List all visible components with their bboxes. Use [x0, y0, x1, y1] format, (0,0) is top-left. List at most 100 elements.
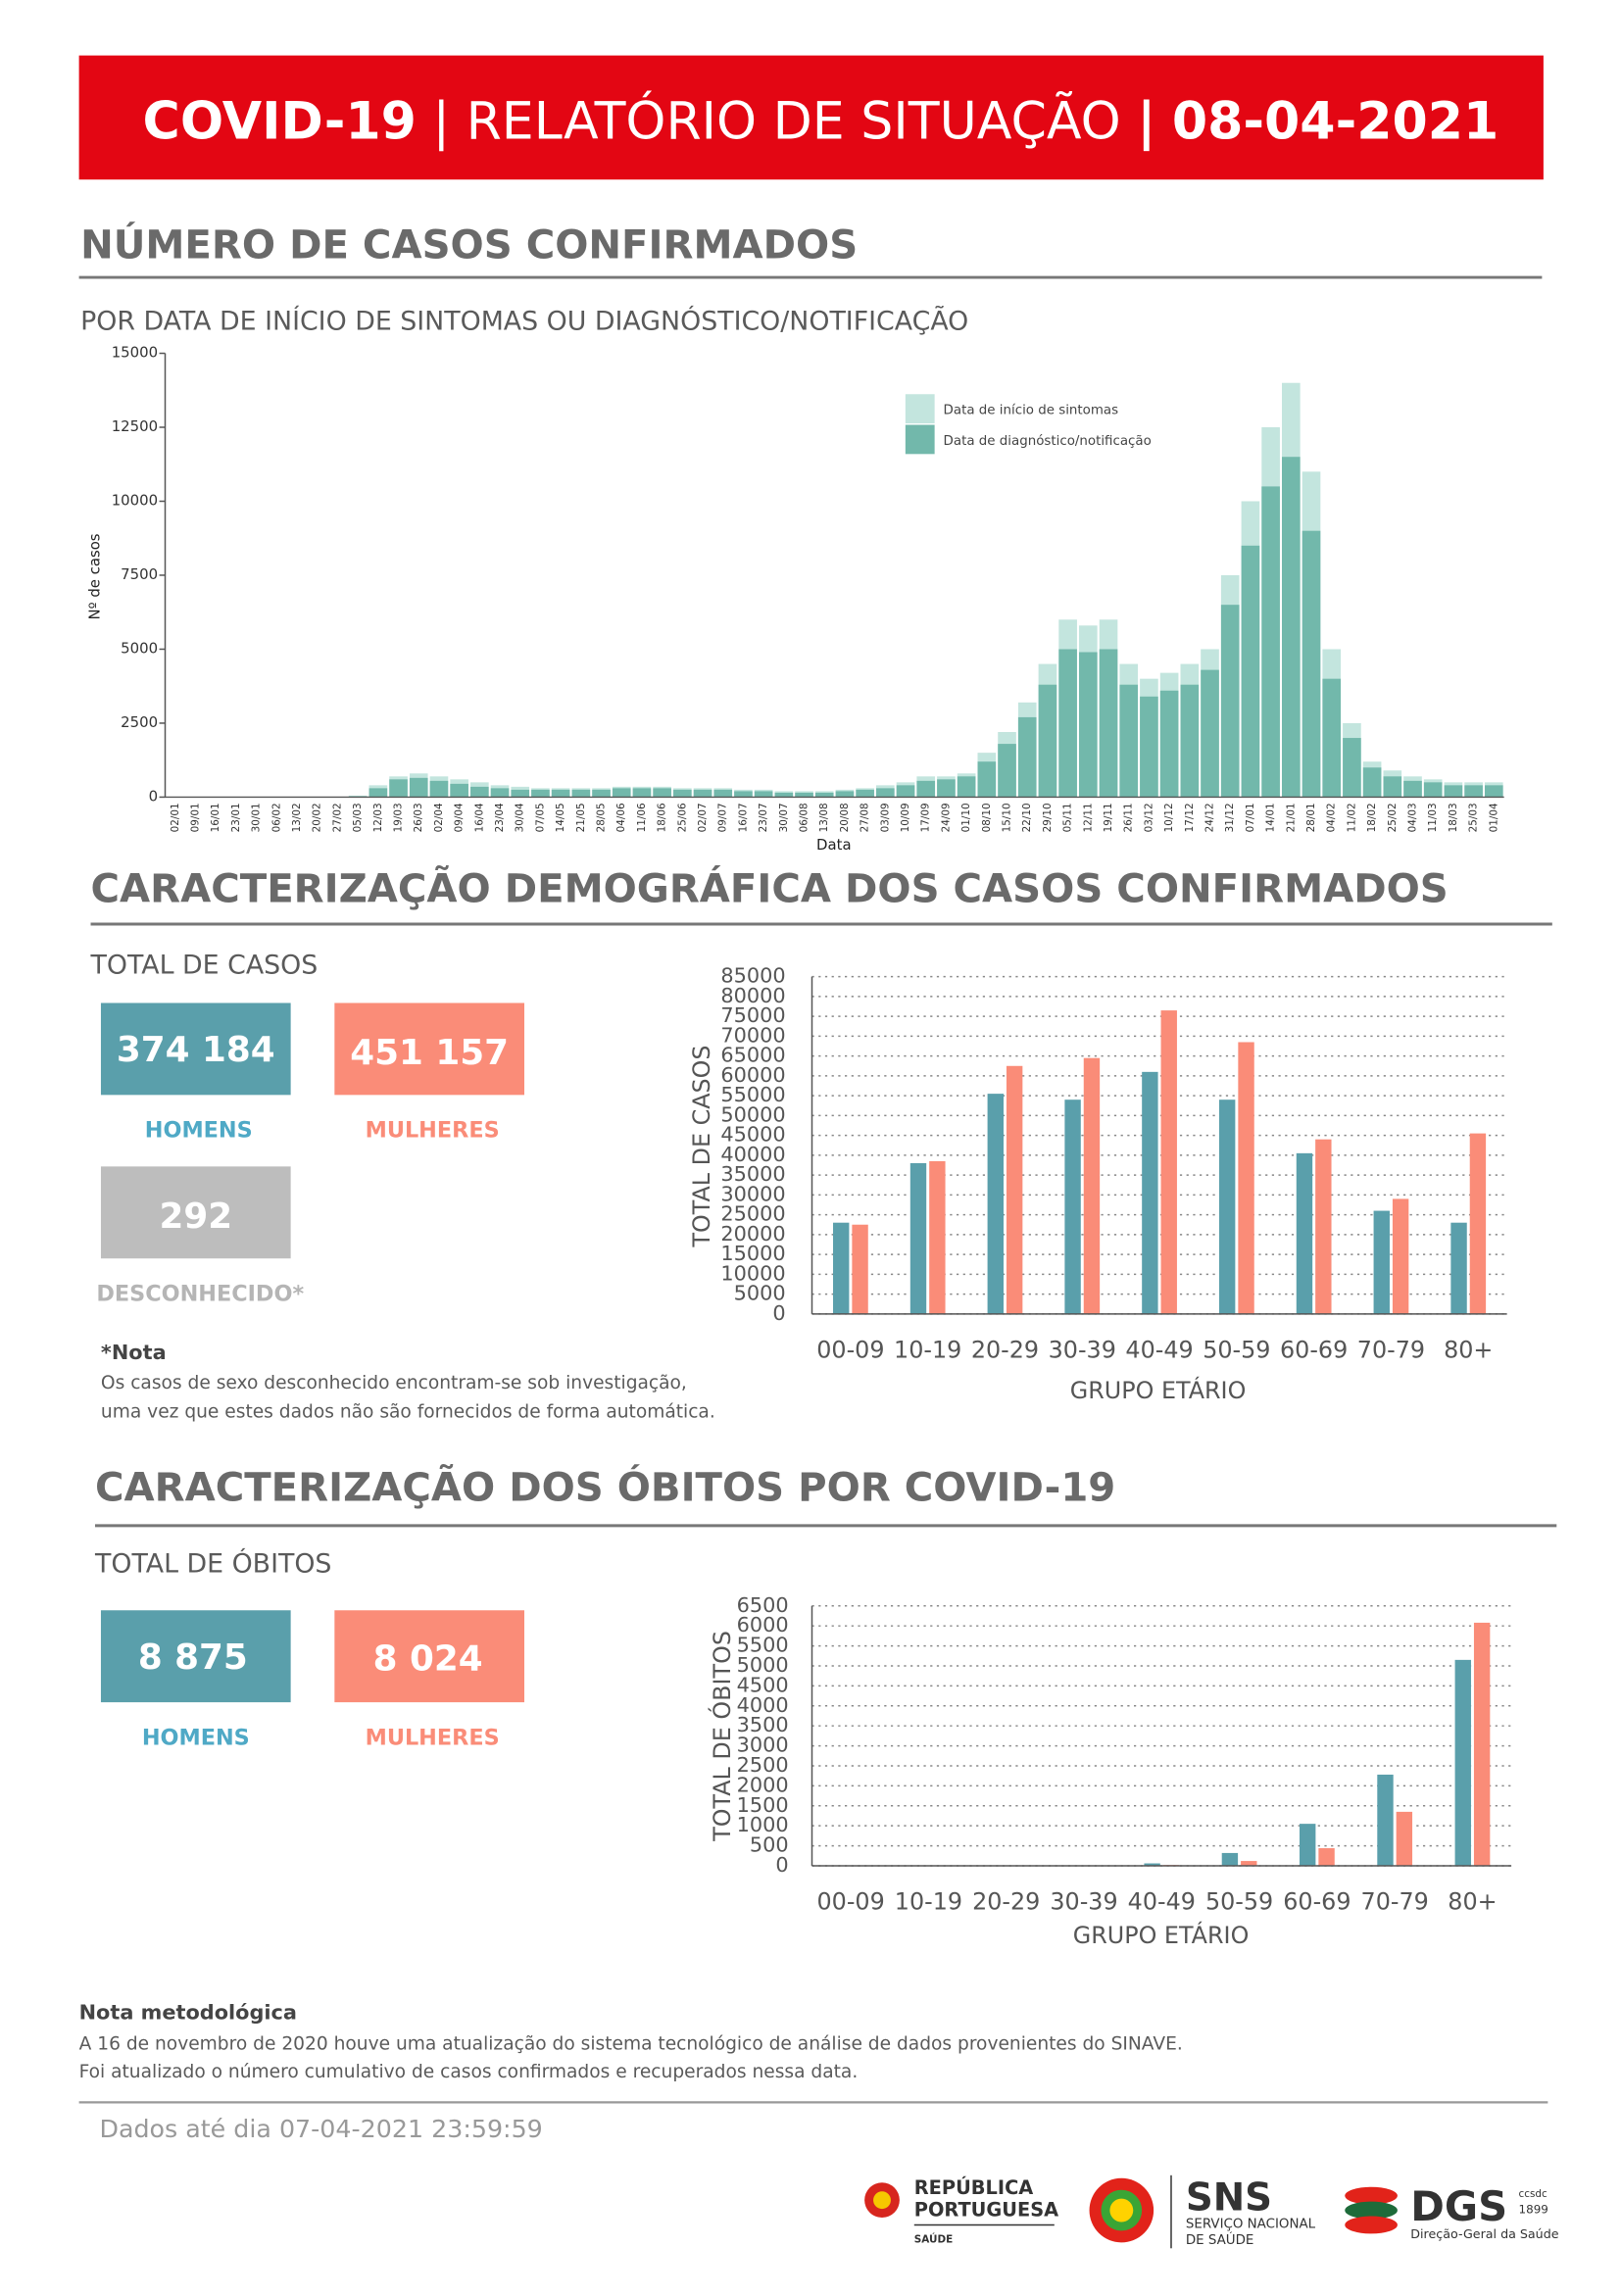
bar: [1374, 1211, 1390, 1314]
x-tick-label: 20-29: [971, 1337, 1039, 1364]
bar: [1455, 1660, 1471, 1866]
x-tick-label: 30/07: [778, 803, 790, 832]
x-tick-label: 70-79: [1357, 1337, 1425, 1364]
bar: [653, 788, 671, 797]
x-tick-label: 20/08: [839, 803, 851, 832]
men-label: HOMENS: [142, 1725, 250, 1750]
header-label: COVID-19: [143, 93, 417, 152]
bar: [1058, 649, 1077, 797]
logo-icon: [1345, 2217, 1398, 2234]
x-tick-label: 07/01: [1245, 803, 1256, 832]
bar: [910, 1163, 926, 1314]
x-tick-label: 25/03: [1468, 803, 1480, 832]
bar: [1383, 776, 1401, 797]
x-tick-label: 60-69: [1280, 1337, 1348, 1364]
x-tick-label: 27/08: [860, 803, 871, 832]
women-label: MULHERES: [366, 1118, 500, 1144]
x-tick-label: 09/04: [454, 803, 466, 832]
x-tick-label: 18/06: [657, 803, 668, 832]
bar: [592, 790, 611, 798]
method-note-title: Nota metodológica: [79, 2000, 297, 2024]
method-note-line: Foi atualizado o número cumulativo de ca…: [79, 2062, 859, 2082]
x-tick-label: 02/01: [170, 803, 181, 832]
men-label: HOMENS: [145, 1118, 253, 1144]
y-axis-label: TOTAL DE CASOS: [688, 1045, 715, 1247]
y-axis-label: Nº de casos: [85, 533, 103, 619]
bar: [876, 788, 895, 797]
x-tick-label: 11/03: [1427, 803, 1439, 832]
bar: [916, 781, 935, 798]
bar: [1282, 457, 1301, 797]
header-subtitle: RELATÓRIO DE SITUAÇÃO: [467, 91, 1121, 152]
bar: [852, 1225, 867, 1314]
bar: [1297, 1153, 1312, 1314]
x-tick-label: 13/08: [818, 803, 830, 832]
legend-swatch: [906, 425, 935, 455]
x-tick-label: 07/05: [534, 803, 546, 832]
x-tick-label: 05/11: [1062, 803, 1074, 832]
bar: [1160, 691, 1179, 798]
men-deaths: 8 875: [138, 1637, 248, 1678]
bar: [929, 1161, 945, 1314]
x-tick-label: 20-29: [972, 1888, 1040, 1916]
header-title: COVID-19 | RELATÓRIO DE SITUAÇÃO | 08-04…: [143, 91, 1499, 152]
x-tick-label: 14/01: [1265, 803, 1277, 832]
logo-text: SNS: [1186, 2176, 1272, 2221]
x-tick-label: 28/05: [596, 803, 608, 832]
x-tick-label: 23/07: [758, 803, 769, 832]
logo-text: SAÚDE: [914, 2232, 953, 2245]
bar: [1181, 685, 1200, 798]
bar: [1242, 546, 1260, 798]
x-tick-label: 05/03: [352, 803, 364, 832]
bar: [410, 778, 428, 798]
bar: [958, 776, 976, 797]
bar: [613, 788, 631, 797]
x-tick-label: 21/05: [575, 803, 587, 832]
bar: [450, 784, 468, 798]
bar: [978, 761, 997, 797]
x-tick-label: 27/02: [331, 803, 343, 832]
x-tick-label: 13/02: [291, 803, 303, 832]
bar: [572, 790, 591, 798]
y-tick-label: 2500: [121, 713, 158, 731]
x-tick-label: 22/10: [1021, 803, 1033, 832]
bar: [755, 791, 773, 797]
legend-swatch: [906, 394, 935, 423]
bar: [836, 791, 855, 797]
bar: [1377, 1775, 1393, 1866]
x-tick-label: 10/12: [1163, 803, 1175, 832]
logo-text: PORTUGUESA: [914, 2199, 1058, 2222]
x-tick-label: 80+: [1444, 1337, 1493, 1364]
x-tick-label: 60-69: [1283, 1888, 1351, 1916]
bar: [1219, 1099, 1235, 1314]
x-axis-label: GRUPO ETÁRIO: [1073, 1922, 1250, 1949]
bar: [1261, 486, 1280, 797]
x-tick-label: 20/02: [312, 803, 323, 832]
x-tick-label: 24/09: [940, 803, 952, 832]
x-tick-label: 10-19: [894, 1337, 961, 1364]
logo-icon: [1109, 2199, 1133, 2223]
bar: [856, 790, 874, 798]
bar: [369, 788, 388, 797]
method-note-line: A 16 de novembro de 2020 houve uma atual…: [79, 2034, 1183, 2055]
y-tick-label: 5000: [121, 639, 158, 657]
note-title: *Nota: [101, 1341, 167, 1364]
x-tick-label: 10/09: [900, 803, 911, 832]
logo-text: REPÚBLICA: [914, 2175, 1034, 2199]
bar: [430, 781, 449, 798]
x-tick-label: 30/04: [515, 803, 526, 832]
legend-label: Data de diagnóstico/notificação: [944, 433, 1152, 449]
unknown-total: 292: [159, 1197, 232, 1237]
x-tick-label: 11/02: [1346, 803, 1357, 832]
bar: [1424, 782, 1443, 797]
bar: [694, 790, 712, 798]
y-tick-label: 85000: [720, 964, 785, 988]
bar: [389, 779, 408, 797]
bar: [1161, 1010, 1177, 1314]
bar: [1238, 1042, 1253, 1313]
x-tick-label: 14/05: [555, 803, 566, 832]
bar: [1318, 1848, 1334, 1866]
men-total: 374 184: [117, 1030, 275, 1070]
section-heading: NÚMERO DE CASOS CONFIRMADOS: [80, 221, 858, 269]
x-tick-label: 18/03: [1448, 803, 1459, 832]
